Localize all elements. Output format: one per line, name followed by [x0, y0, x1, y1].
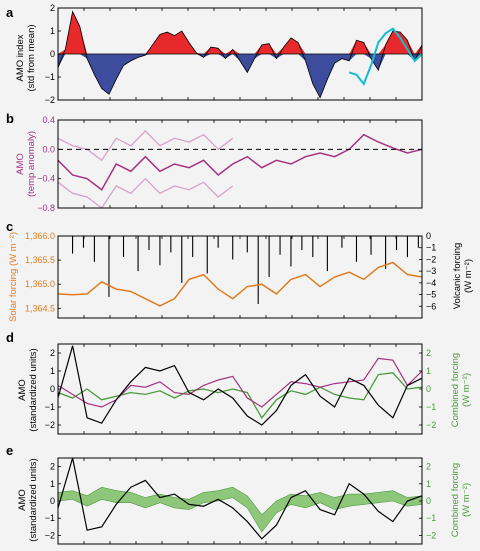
panel-b-ylabel-line1: AMO [15, 153, 26, 175]
panel-d-label: d [6, 330, 14, 345]
panel-a-ytick-label: 0 [50, 49, 55, 59]
panel-b-plot: 0.4 0.0 −0.4 −0.8 [37, 115, 423, 213]
panel-c-y2tick-label: −6 [426, 301, 436, 311]
panel-c-y2tick-label: 0 [426, 231, 431, 241]
panel-d-ylabel-right-line2: (W m⁻²) [461, 373, 472, 407]
panel-c-ytick-label: 1,366.0 [25, 231, 55, 241]
panel-c-y2tick-label: −2 [426, 254, 436, 264]
panel-c-ylabel-right: Volcanic forcing [452, 243, 463, 310]
panel-e-ytick-label: 2 [50, 462, 55, 472]
panel-d-ytick-label: 1 [50, 366, 55, 376]
panel-c-y2tick-label: −3 [426, 266, 436, 276]
panel-b-ylabel-line2: (temp anomaly) [26, 131, 37, 197]
panel-d-ytick-label: 2 [50, 348, 55, 358]
panel-d-ylabel-line2: (standardized units) [28, 348, 39, 431]
panel-d-y2tick-label: −1 [426, 402, 436, 412]
panel-e-y2tick-label: 2 [426, 462, 431, 472]
amo-index-line [57, 345, 423, 426]
amo-reconstruction-line [57, 357, 423, 408]
panel-a-ytick-label: 1 [50, 26, 55, 36]
panel-b-ytick-label: −0.8 [37, 203, 55, 213]
panel-b-ytick-label: −0.4 [37, 174, 55, 184]
panel-d-ytick-label: −2 [45, 420, 55, 430]
panel-d-ytick-label: −1 [45, 402, 55, 412]
solar-forcing-line [57, 261, 423, 307]
panel-c-y2tick-label: −1 [426, 243, 436, 253]
panel-e-label: e [6, 443, 13, 458]
amo-reconstruction-line [57, 133, 423, 191]
panel-d-ylabel-line1: AMO [17, 379, 28, 401]
panel-d-y2tick-label: −2 [426, 420, 436, 430]
panel-c-y2tick-label: −4 [426, 278, 436, 288]
panel-d-y2tick-label: 1 [426, 366, 431, 376]
panel-d-y2tick-label: 2 [426, 348, 431, 358]
panel-e-ylabel-right-line1: Combined forcing [450, 463, 461, 537]
positive-area [58, 11, 422, 54]
panel-e-ytick-label: −1 [45, 513, 55, 523]
panel-a-ytick-label: 2 [50, 3, 55, 13]
panel-a-ylabel-line1: AMO index [15, 34, 26, 81]
panel-a-plot: 2 1 0 −1 −2 [45, 3, 423, 105]
panel-e-y2tick-label: 1 [426, 479, 431, 489]
panel-c-ytick-label: 1,364.5 [25, 303, 55, 313]
panel-b-label: b [6, 111, 14, 126]
panel-b-frame [57, 119, 423, 209]
panel-e-ylabel-line2: (standardized units) [28, 458, 39, 541]
panel-d-ylabel-right-line1: Combined forcing [450, 353, 461, 427]
panel-e-ylabel-line1: AMO [17, 489, 28, 511]
panel-c-ytick-label: 1,365.5 [25, 255, 55, 265]
panel-c-ylabel-left: Solar forcing (W m⁻²) [8, 232, 19, 322]
panel-a-ytick-label: −1 [45, 72, 55, 82]
lower-bound-line [57, 177, 234, 209]
panel-e-y2tick-label: −2 [426, 530, 436, 540]
panel-a-ytick-label: −2 [45, 95, 55, 105]
panel-c-plot: 1,366.0 1,365.5 1,365.0 1,364.5 0 −1−2 −3 −4 −5−… [25, 231, 436, 319]
combined-forcing-line [57, 372, 423, 419]
panel-e-plot: 2 1 0 −1 −2 2 1 0 −1 −2 [45, 457, 436, 545]
panel-d-ytick-label: 0 [50, 384, 55, 394]
panel-b-ytick-label: 0.4 [42, 115, 55, 125]
panel-c-label: c [6, 219, 13, 234]
panel-e-ytick-label: 1 [50, 479, 55, 489]
amo-index-line [57, 10, 423, 99]
panel-d-frame [57, 343, 423, 435]
amo-index-line [57, 457, 423, 540]
panel-a-label: a [6, 5, 14, 20]
panel-e-ylabel-right-line2: (W m⁻²) [461, 483, 472, 517]
panel-d-y2tick-label: 0 [426, 384, 431, 394]
panel-e-ytick-label: −2 [45, 530, 55, 540]
panel-c-ylabel-right-2: (W m⁻²) [463, 259, 474, 293]
panel-e-y2tick-label: 0 [426, 496, 431, 506]
panel-b-ytick-label: 0.0 [42, 144, 55, 154]
panel-a-ylabel-line2: (std from mean) [26, 24, 37, 91]
panel-c-ytick-label: 1,365.0 [25, 279, 55, 289]
instrumental-line [348, 27, 423, 86]
panel-e-ytick-label: 0 [50, 496, 55, 506]
panel-d-plot: 2 1 0 −1 −2 2 1 0 −1 −2 [45, 343, 436, 435]
panel-e-y2tick-label: −1 [426, 513, 436, 523]
panel-c-y2tick-label: −5 [426, 290, 436, 300]
negative-area [58, 54, 422, 98]
